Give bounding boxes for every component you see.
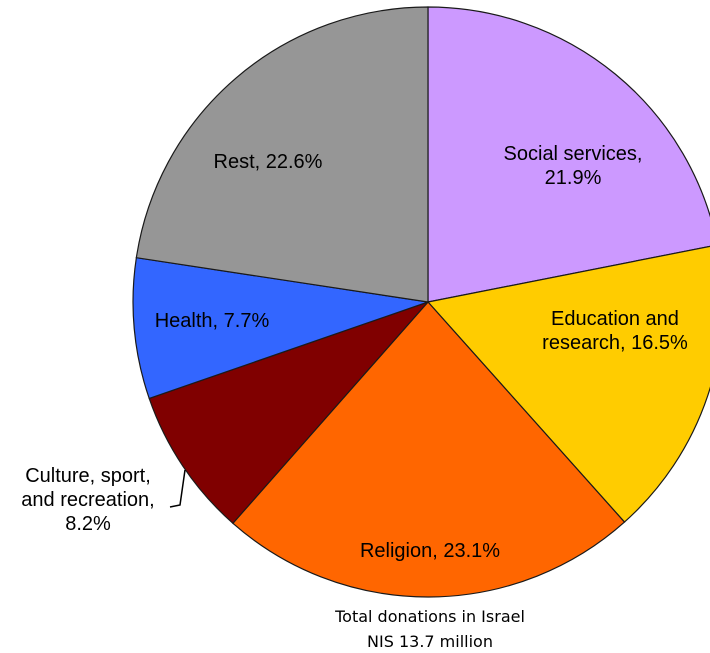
caption-line-2: NIS 13.7 million <box>367 632 493 651</box>
slice-label-3-line-1: and recreation, <box>21 489 154 511</box>
pie-slices <box>132 6 710 598</box>
culture-leader-line <box>169 469 186 508</box>
slice-label-0-line-1: 21.9% <box>545 167 602 189</box>
caption-line-1: Total donations in Israel <box>334 607 525 626</box>
pie-slice-rest <box>135 6 429 303</box>
slice-label-1-line-1: research, 16.5% <box>542 332 688 354</box>
slice-label-4-line-0: Health, 7.7% <box>155 310 270 332</box>
pie-slice-education-and-research <box>426 245 710 523</box>
slice-label-2-line-0: Religion, 23.1% <box>360 540 500 562</box>
pie-slice-culture-sport-and-recreation <box>148 300 430 525</box>
pie-slice-health <box>132 256 429 400</box>
slice-label-0-line-0: Social services, <box>504 143 643 165</box>
pie-slice-social-services <box>427 6 710 303</box>
pie-slice-religion <box>232 301 626 598</box>
slice-label-3-line-0: Culture, sport, <box>25 465 151 487</box>
slice-label-3-line-2: 8.2% <box>65 513 111 535</box>
slice-label-5-line-0: Rest, 22.6% <box>214 151 323 173</box>
slice-label-1-line-0: Education and <box>551 308 679 330</box>
pie-labels: Social services,21.9% Education andresear… <box>21 143 688 562</box>
